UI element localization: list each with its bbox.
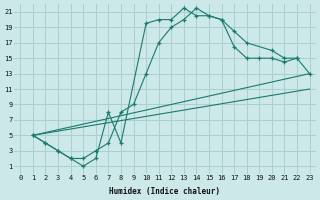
X-axis label: Humidex (Indice chaleur): Humidex (Indice chaleur) [109, 187, 220, 196]
